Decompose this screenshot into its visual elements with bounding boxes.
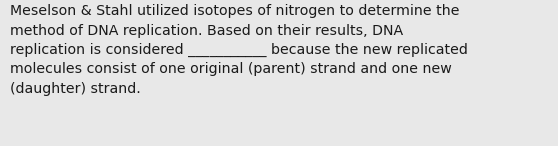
- Text: Meselson & Stahl utilized isotopes of nitrogen to determine the
method of DNA re: Meselson & Stahl utilized isotopes of ni…: [10, 4, 468, 96]
